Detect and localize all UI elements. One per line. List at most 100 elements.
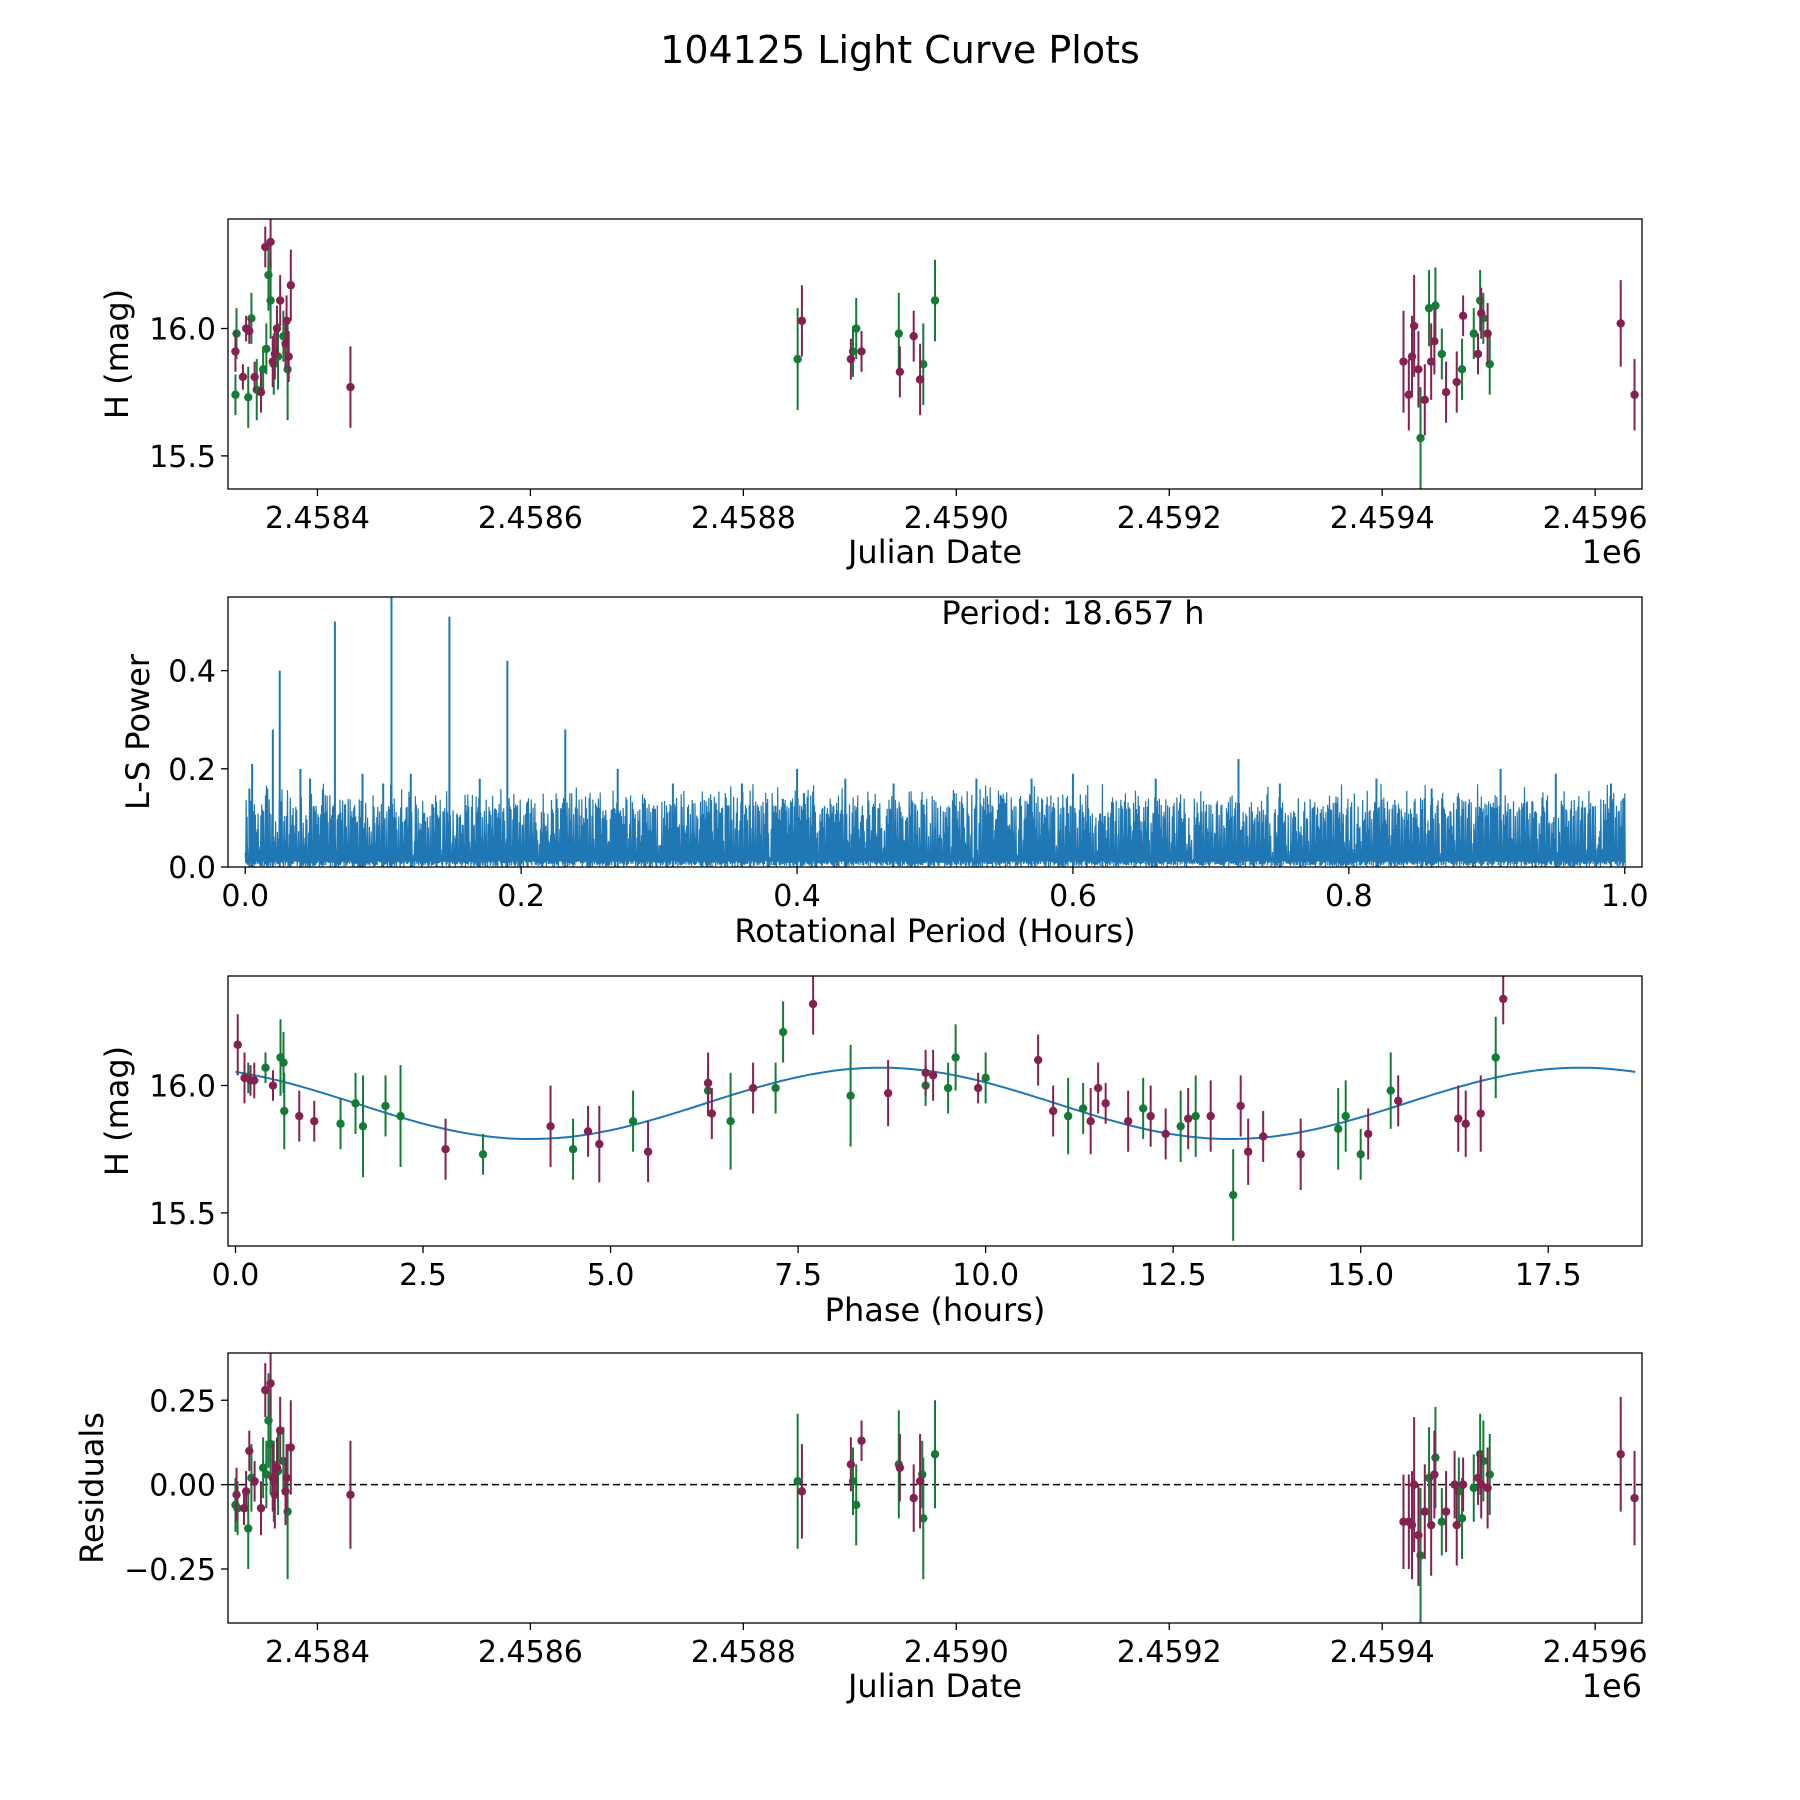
resid-point-maroon xyxy=(256,1504,266,1513)
phase-point-maroon xyxy=(748,1083,758,1093)
lc-point-green xyxy=(1431,301,1440,310)
ls-ytick-label: 0.4 xyxy=(168,655,216,690)
figure-title: 104125 Light Curve Plots xyxy=(660,28,1140,72)
phase-xtick-label: 17.5 xyxy=(1515,1258,1582,1293)
lc-ytick-label: 16.0 xyxy=(149,313,216,348)
resid-point-maroon xyxy=(1483,1483,1492,1493)
phase-point-maroon xyxy=(441,1145,450,1154)
resid-point-maroon xyxy=(281,1487,290,1496)
phase-point-maroon xyxy=(973,1083,983,1093)
lc-point-maroon xyxy=(846,354,856,364)
phase-point-maroon xyxy=(1183,1114,1193,1123)
lc-point-maroon xyxy=(250,372,259,382)
resid-point-maroon xyxy=(1441,1507,1451,1516)
phase-point-green xyxy=(726,1116,735,1126)
phase-point-maroon xyxy=(928,1071,938,1080)
ls-power-line xyxy=(244,783,1626,867)
ls-period-annotation: Period: 18.657 h xyxy=(941,594,1204,632)
lc-point-maroon xyxy=(909,331,918,341)
resid-offset-label: 1e6 xyxy=(1582,1667,1642,1705)
lc-point-green xyxy=(793,354,802,364)
resid-point-maroon xyxy=(1430,1470,1439,1479)
ls-xtick-label: 0.6 xyxy=(1049,879,1097,914)
ls-xlabel: Rotational Period (Hours) xyxy=(734,912,1135,950)
phase-point-green xyxy=(1191,1111,1200,1121)
lc-point-maroon xyxy=(1441,388,1451,397)
lc-xtick-label: 2.4594 xyxy=(1330,501,1435,536)
phase-point-green xyxy=(1341,1111,1350,1121)
resid-point-maroon xyxy=(1630,1493,1639,1503)
phase-point-green xyxy=(1356,1150,1365,1159)
resid-ytick-label: 0.25 xyxy=(149,1384,216,1419)
lc-point-maroon xyxy=(256,388,266,397)
resid-point-maroon xyxy=(1450,1480,1459,1489)
lc-point-green xyxy=(258,365,268,374)
lc-point-green xyxy=(1457,365,1467,374)
lc-ytick-label: 15.5 xyxy=(149,440,216,475)
resid-point-maroon xyxy=(232,1490,241,1499)
ls-xtick-label: 1.0 xyxy=(1601,879,1649,914)
lc-point-maroon xyxy=(1414,365,1423,374)
phase-point-green xyxy=(261,1063,270,1072)
resid-point-maroon xyxy=(266,1379,275,1388)
lc-axes: 2.4584 2.4586 2.4588 2.4590 2.4592 2.4594 2.45… xyxy=(149,313,1647,536)
phase-point-green xyxy=(778,1027,788,1037)
panel-periodogram: 0.0 0.2 0.4 0.6 0.8 1.0 0.0 0.2 0.4 Period: 18.6… xyxy=(119,594,1649,950)
panel-light-curve: 2.4584 2.4586 2.4588 2.4590 2.4592 2.4594 2.45… xyxy=(98,218,1648,571)
phase-point-maroon xyxy=(1086,1116,1095,1126)
resid-xtick-label: 2.4590 xyxy=(904,1635,1009,1670)
phase-point-green xyxy=(981,1073,990,1083)
phase-point-maroon xyxy=(1364,1129,1373,1139)
lc-point-maroon xyxy=(1404,390,1414,399)
resid-point-green xyxy=(852,1500,861,1510)
phase-point-green xyxy=(1176,1122,1185,1131)
phase-point-maroon xyxy=(295,1111,304,1121)
lc-point-maroon xyxy=(282,316,291,326)
lc-point-maroon xyxy=(1430,337,1439,346)
phase-frame xyxy=(227,975,1643,1247)
resid-point-maroon xyxy=(1477,1480,1486,1489)
resid-point-green xyxy=(1437,1517,1447,1526)
phase-xtick-label: 5.0 xyxy=(587,1258,635,1293)
lc-point-green xyxy=(244,393,253,402)
resid-point-green xyxy=(1431,1453,1440,1462)
lc-point-maroon xyxy=(915,375,925,384)
phase-xtick-label: 10.0 xyxy=(952,1258,1019,1293)
phase-axes: 0.0 2.5 5.0 7.5 10.0 12.5 15.0 17.5 15.5 16.0 xyxy=(149,1070,1581,1293)
resid-point-maroon xyxy=(857,1436,866,1445)
phase-point-green xyxy=(1063,1111,1073,1121)
phase-ylabel: H (mag) xyxy=(98,1046,136,1176)
lc-point-green xyxy=(232,329,241,338)
phase-point-maroon xyxy=(921,1068,930,1077)
resid-point-green xyxy=(262,1470,271,1479)
lc-point-green xyxy=(266,296,275,305)
phase-point-maroon xyxy=(1394,1096,1403,1106)
resid-point-green xyxy=(919,1514,928,1523)
lc-point-maroon xyxy=(245,326,254,336)
resid-point-green xyxy=(258,1463,268,1472)
phase-point-maroon xyxy=(268,1081,278,1090)
phase-point-maroon xyxy=(707,1109,717,1118)
lc-plot-area xyxy=(231,219,1639,489)
resid-point-maroon xyxy=(909,1493,918,1503)
phase-point-green xyxy=(1491,1053,1500,1062)
lc-point-maroon xyxy=(231,347,240,356)
ls-xtick-label: 0.8 xyxy=(1325,879,1373,914)
phase-xlabel: Phase (hours) xyxy=(825,1291,1046,1329)
lc-point-green xyxy=(231,390,240,399)
phase-xtick-label: 7.5 xyxy=(774,1258,822,1293)
ls-xtick-label: 0.0 xyxy=(221,879,269,914)
phase-point-green xyxy=(1228,1190,1238,1200)
phase-point-maroon xyxy=(1048,1106,1058,1116)
phase-point-maroon xyxy=(1454,1114,1463,1123)
phase-ytick-label: 15.5 xyxy=(149,1197,216,1232)
phase-point-green xyxy=(1078,1104,1088,1113)
resid-point-maroon xyxy=(245,1446,254,1456)
phase-point-green xyxy=(279,1058,288,1067)
phase-point-green xyxy=(280,1106,289,1116)
resid-ytick-label: −0.25 xyxy=(124,1553,216,1588)
phase-plot-area xyxy=(233,976,1636,1241)
lc-point-green xyxy=(930,296,940,305)
panel-residuals: 2.4584 2.4586 2.4588 2.4590 2.4592 2.4594 2.45… xyxy=(73,1352,1648,1705)
